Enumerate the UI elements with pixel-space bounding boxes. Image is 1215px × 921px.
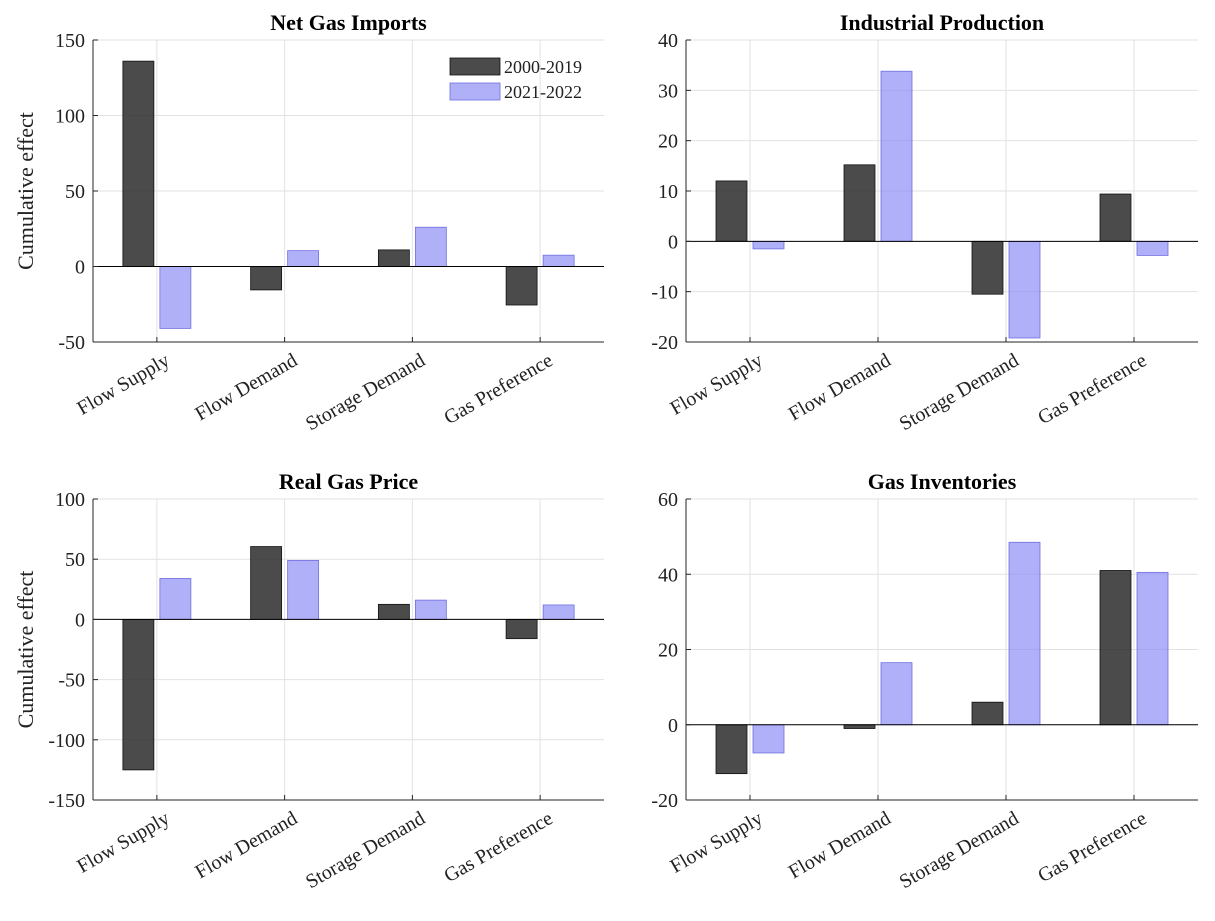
legend-label: 2021-2022 <box>504 82 582 102</box>
y-tick-label: 0 <box>668 231 678 253</box>
bar-series-b <box>752 240 785 250</box>
x-tick-label: Flow Demand <box>191 807 301 883</box>
bar-series-b <box>542 254 575 267</box>
x-tick-label: Storage Demand <box>302 807 429 893</box>
bar-series-a <box>377 603 410 620</box>
x-tick-label: Flow Supply <box>666 349 766 419</box>
x-tick-label: Flow Demand <box>191 349 301 425</box>
y-tick-label: 0 <box>75 257 85 279</box>
bar-series-a <box>377 249 410 267</box>
bar-series-a <box>250 546 283 620</box>
bar-series-a <box>505 266 538 306</box>
bar-series-b <box>1136 240 1169 256</box>
bar-series-a <box>843 164 876 242</box>
y-tick-label: 10 <box>658 181 678 203</box>
bar-series-a <box>715 724 748 775</box>
chart-panel-2: -20 -10 0 10 20 30 40 Flow Supply Flow Demand Sto… <box>651 10 1198 435</box>
bar-series-b <box>287 250 320 267</box>
chart-title: Industrial Production <box>840 10 1044 35</box>
y-tick-label: 100 <box>55 489 85 511</box>
y-tick-label: 40 <box>658 30 678 52</box>
bar-series-b <box>414 599 447 620</box>
y-tick-label: 50 <box>65 549 85 571</box>
bar-series-a <box>971 701 1004 726</box>
y-axis-label: Cumulative effect <box>13 112 38 270</box>
bar-series-b <box>1008 541 1041 726</box>
bar-series-a <box>1099 570 1132 726</box>
x-tick-label: Gas Preference <box>1034 349 1150 429</box>
y-tick-label: -100 <box>48 730 85 752</box>
chart-title: Real Gas Price <box>279 469 419 494</box>
bar-series-b <box>880 662 913 726</box>
bar-series-b <box>159 266 192 329</box>
bar-series-a <box>122 60 155 267</box>
y-tick-label: 0 <box>75 609 85 631</box>
x-tick-label: Flow Demand <box>785 807 895 883</box>
y-tick-label: 0 <box>668 715 678 737</box>
bar-series-b <box>542 604 575 620</box>
y-tick-label: -50 <box>58 670 85 692</box>
y-tick-label: 50 <box>65 181 85 203</box>
y-tick-label: -20 <box>651 332 678 354</box>
y-tick-label: 150 <box>55 30 85 52</box>
x-tick-label: Gas Preference <box>440 349 556 429</box>
bar-series-a <box>715 180 748 242</box>
y-tick-label: -10 <box>651 282 678 304</box>
x-tick-label: Flow Supply <box>73 807 173 877</box>
legend: 2000-2019 2021-2022 <box>449 57 582 102</box>
chart-title: Gas Inventories <box>868 469 1017 494</box>
legend-swatch <box>449 82 501 101</box>
legend-swatch <box>449 57 501 76</box>
y-tick-label: 20 <box>658 640 678 662</box>
bar-series-a <box>971 240 1004 295</box>
legend-label: 2000-2019 <box>504 57 582 77</box>
x-tick-label: Storage Demand <box>896 349 1023 435</box>
x-tick-label: Flow Supply <box>666 807 766 877</box>
bar-series-b <box>880 70 913 242</box>
y-tick-label: 30 <box>658 80 678 102</box>
x-tick-label: Storage Demand <box>302 349 429 435</box>
chart-panel-1: -50 0 50 100 150 Flow Supply Flow Demand Storag… <box>13 10 604 435</box>
y-tick-label: -50 <box>58 332 85 354</box>
x-tick-label: Flow Supply <box>73 349 173 419</box>
x-tick-label: Storage Demand <box>896 807 1023 893</box>
bar-series-b <box>287 560 320 620</box>
bar-series-b <box>1136 571 1169 726</box>
x-tick-label: Flow Demand <box>785 349 895 425</box>
y-tick-label: 20 <box>658 131 678 153</box>
y-tick-label: -150 <box>48 790 85 812</box>
x-tick-label: Gas Preference <box>440 807 556 887</box>
bar-series-b <box>414 226 447 267</box>
bar-series-a <box>122 619 155 771</box>
y-tick-label: 60 <box>658 489 678 511</box>
y-axis-label: Cumulative effect <box>13 571 38 729</box>
bar-series-a <box>250 266 283 291</box>
bar-series-b <box>1008 240 1041 339</box>
y-tick-label: 40 <box>658 564 678 586</box>
chart-panel-4: -20 0 20 40 60 Flow Supply Flow Demand Storage … <box>651 469 1198 893</box>
chart-panel-3: -150 -100 -50 0 50 100 Flow Supply Flow Demand S… <box>13 469 604 893</box>
bar-series-b <box>159 578 192 620</box>
bar-series-a <box>505 619 538 640</box>
bar-series-a <box>843 724 876 729</box>
y-tick-label: 100 <box>55 106 85 128</box>
bar-series-a <box>1099 193 1132 242</box>
bar-series-b <box>752 724 785 754</box>
y-tick-label: -20 <box>651 790 678 812</box>
x-tick-label: Gas Preference <box>1034 807 1150 887</box>
chart-title: Net Gas Imports <box>270 10 427 35</box>
